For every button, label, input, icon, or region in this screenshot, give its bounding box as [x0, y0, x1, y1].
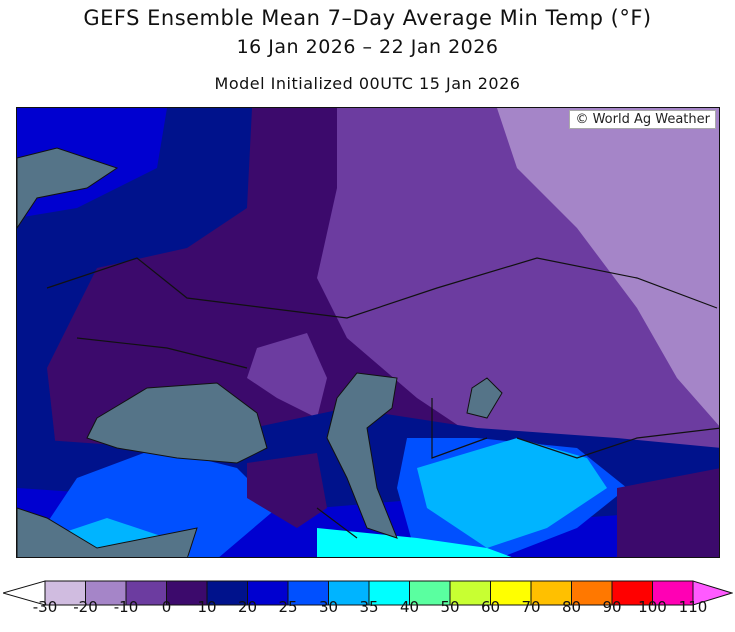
black-sea	[86, 382, 268, 464]
colorbar-tick-label: 35	[359, 598, 379, 616]
caspian-sea	[326, 372, 398, 539]
colorbar-tick-label: 80	[561, 598, 582, 616]
colorbar-tick-label: 20	[237, 598, 258, 616]
colorbar-tick-label: 40	[399, 598, 420, 616]
model-init-time: Model Initialized 00UTC 15 Jan 2026	[214, 74, 521, 93]
colorbar-tick-label: 100	[638, 598, 667, 616]
colorbar-swatch	[328, 580, 370, 606]
colorbar-swatch	[85, 580, 127, 606]
colorbar-tick-label: 90	[602, 598, 622, 616]
colorbar-swatch	[247, 580, 289, 606]
region-0-caucasus	[247, 453, 719, 557]
colorbar-swatch	[571, 580, 613, 606]
map-field	[17, 108, 719, 557]
colorbar-swatch	[125, 580, 167, 606]
mediterranean	[17, 507, 198, 557]
colorbar-swatch	[44, 580, 86, 606]
credit-label: © World Ag Weather	[569, 110, 716, 129]
colorbar-swatch	[368, 580, 410, 606]
colorbar-swatch	[449, 580, 491, 606]
colorbar-tick-label: 50	[440, 598, 460, 616]
colorbar-tick-label: 60	[480, 598, 501, 616]
colorbar-swatch	[166, 580, 208, 606]
colorbar-above-arrow	[692, 580, 733, 606]
region-minus20-northeast	[497, 108, 719, 426]
colorbar-swatch	[611, 580, 653, 606]
colorbar	[3, 580, 733, 606]
colorbar-tick-label: 110	[678, 598, 708, 616]
region-35	[77, 528, 512, 557]
map-title: GEFS Ensemble Mean 7–Day Average Min Tem…	[83, 6, 652, 30]
baltic-sea	[17, 147, 119, 229]
colorbar-swatch	[287, 580, 329, 606]
colorbar-swatch	[530, 580, 572, 606]
colorbar-tick-label: 0	[161, 598, 172, 616]
date-range: 16 Jan 2026 – 22 Jan 2026	[236, 36, 499, 58]
colorbar-tick-label: -10	[113, 598, 139, 616]
colorbar-tick-label: 25	[278, 598, 298, 616]
region-minus10-patch	[247, 333, 327, 418]
temperature-map: © World Ag Weather	[16, 107, 720, 558]
colorbar-tick-label: 70	[521, 598, 541, 616]
colorbar-tick-label: 10	[197, 598, 217, 616]
region-30	[47, 438, 607, 557]
colorbar-tick-label: -20	[73, 598, 98, 616]
colorbar-swatch	[490, 580, 532, 606]
colorbar-tick-label: -30	[32, 598, 58, 616]
colorbar-swatch	[409, 580, 451, 606]
colorbar-tick-label: 30	[318, 598, 339, 616]
country-borders	[46, 257, 719, 539]
aral-sea	[466, 377, 503, 419]
